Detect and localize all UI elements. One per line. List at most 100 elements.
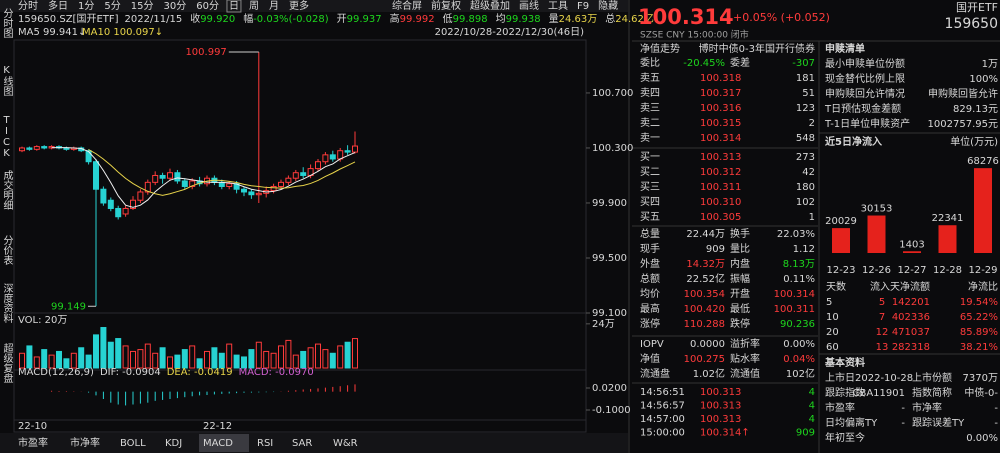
flow-value: 30153 [861,204,893,215]
basic-label: 年初至今 [825,431,865,444]
stat-label: 总量 [640,227,660,240]
book-level: 卖三 [640,102,660,114]
indicator-tab[interactable]: RSI [257,438,273,449]
side-tab[interactable]: 成交明细 [1,170,13,210]
ma-legend: MA10 100.097↓ [82,27,163,38]
side-tab[interactable]: K线图 [1,65,13,97]
header-value: 99.920 [200,14,235,25]
price-tick-label: 100.700 [592,88,633,99]
candle-body [26,147,33,150]
candle-body [130,199,136,209]
period-tab[interactable]: 15分 [131,0,154,12]
book-price: 100.318 [700,73,741,84]
candle-body [85,150,92,163]
tool-button[interactable]: 综合屏 [392,0,422,12]
volume-bar [196,358,203,369]
volume-bar [41,349,48,369]
period-tab[interactable]: 30分 [163,0,186,12]
period-tab[interactable]: 日 [229,1,239,12]
indicator-tab[interactable]: 市净率 [70,436,100,449]
stat-label: 内盘 [730,257,750,270]
volume-bar [263,350,270,369]
indicator-tab[interactable]: W&R [333,438,358,449]
header-label: 收 [190,12,200,25]
candle-body [285,177,292,183]
tool-button[interactable]: F9 [577,1,589,12]
side-tab[interactable]: TICK [1,115,12,159]
redeem-value: 100% [969,74,998,85]
period-tab[interactable]: 5分 [104,0,120,12]
low-label: 99.149 [51,301,86,312]
volume-bar [115,338,122,369]
volume-tick-label: 24万 [592,319,615,330]
candle-body [189,180,196,187]
header-label: 量 [549,13,559,25]
trade-price: 100.314↑ [700,428,750,439]
stat-value: 100.314 [774,289,815,300]
side-tab[interactable]: 分时图 [1,8,13,39]
header-value: 99.938 [506,14,541,25]
book-price: 100.315 [700,118,741,129]
book-level: 卖二 [640,117,660,129]
basic-value: CBA11901 [853,388,906,399]
book-level: 买一 [640,151,660,163]
indicator-tab[interactable]: BOLL [120,438,146,449]
candle-body [315,161,321,170]
tool-button[interactable]: 隐藏 [598,0,618,12]
volume-bar [130,350,136,369]
volume-bar [292,354,299,369]
header-label: 开 [337,14,347,25]
indicator-tab[interactable]: MACD [203,438,233,449]
period-tab[interactable]: 月 [269,0,279,12]
period-tab[interactable]: 1分 [78,0,94,12]
volume-bar [337,345,344,369]
table-cell: 10 [826,312,839,323]
side-tab[interactable]: 分价表 [1,235,13,266]
stat-label: 最高 [640,302,660,315]
ma-legend: MA5 99.941↓ [18,27,86,38]
tool-button[interactable]: 超级叠加 [470,0,510,12]
indicator-tab[interactable]: SAR [292,438,312,449]
stat-label: 涨停 [640,317,660,330]
basic-label: 日均偏离TY [825,416,878,429]
volume-bar [107,341,114,369]
book-level: 买四 [640,196,660,208]
tool-button[interactable]: 前复权 [431,0,461,12]
side-tab[interactable]: 深度资料 [1,283,13,324]
volume-bar [33,356,40,369]
table-cell: 402336 [892,312,930,323]
indicator-tab[interactable]: KDJ [165,438,182,449]
volume-bar [278,345,284,369]
price-tick-label: 99.100 [592,308,627,319]
section-title: 近5日净流入 [825,135,882,148]
period-tab[interactable]: 周 [249,0,259,12]
selected-tab [199,434,249,452]
book-price: 100.310 [700,197,741,208]
book-price: 100.311 [700,182,741,193]
bottom-bar [0,433,628,453]
book-size: 273 [796,152,815,163]
toolbar-bg [0,0,628,12]
iopv-label: 净值 [640,352,660,365]
trade-time: 15:00:00 [640,428,685,439]
volume-bar [352,338,358,369]
stat-label: 换手 [730,227,750,240]
period-tab[interactable]: 更多 [289,0,309,12]
trade-price: 100.313 [700,401,741,412]
stat-label: 均价 [640,288,660,300]
side-tab[interactable]: 超级复盘 [1,342,13,383]
period-tab[interactable]: 分时 [18,0,38,12]
candle-body [278,181,284,187]
table-cell: 142201 [892,297,930,308]
tool-button[interactable]: 画线 [519,0,539,12]
period-tab[interactable]: 60分 [196,0,219,12]
volume-bar [226,343,233,369]
period-tab[interactable]: 多日 [48,0,68,12]
volume-bar [93,334,99,369]
tool-button[interactable]: 工具 [548,0,568,12]
flow-value: 20029 [825,216,857,227]
indicator-tab[interactable]: 市盈率 [18,436,48,449]
fund-code: 159650 [945,16,998,32]
redeem-value: 1万 [982,59,998,70]
